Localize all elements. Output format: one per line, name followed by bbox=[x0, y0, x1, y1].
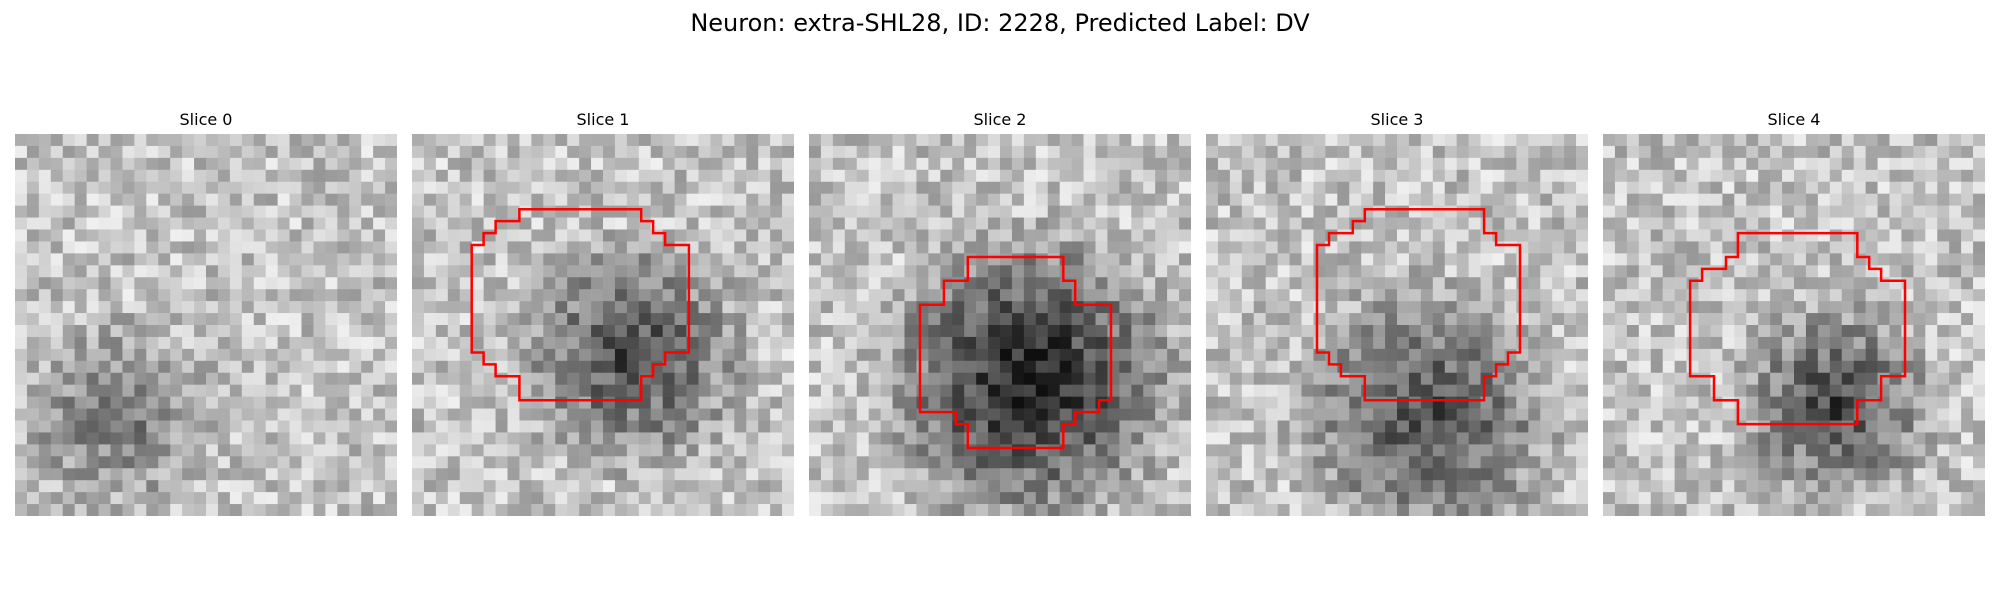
slice-image-4 bbox=[1603, 134, 1985, 516]
slice-image-0 bbox=[15, 134, 397, 516]
slice-title-4: Slice 4 bbox=[1767, 110, 1821, 129]
pixel-grid bbox=[809, 134, 1191, 516]
neuron-contour bbox=[1315, 207, 1522, 402]
neuron-contour bbox=[918, 255, 1113, 450]
slice-title-1: Slice 1 bbox=[576, 110, 630, 129]
slice-image-1 bbox=[412, 134, 794, 516]
slice-image-2 bbox=[809, 134, 1191, 516]
slice-image-3 bbox=[1206, 134, 1588, 516]
pixel-grid bbox=[1206, 134, 1588, 516]
slice-title-2: Slice 2 bbox=[973, 110, 1027, 129]
slice-panel-0: Slice 0 bbox=[15, 110, 397, 516]
pixel-grid bbox=[412, 134, 794, 516]
neuron-contour bbox=[1688, 231, 1907, 426]
slice-panel-1: Slice 1 bbox=[412, 110, 794, 516]
slice-title-3: Slice 3 bbox=[1370, 110, 1424, 129]
figure-title: Neuron: extra-SHL28, ID: 2228, Predicted… bbox=[690, 9, 1310, 37]
pixel-grid bbox=[15, 134, 397, 516]
pixel-grid bbox=[1603, 134, 1985, 516]
slice-panel-2: Slice 2 bbox=[809, 110, 1191, 516]
slice-panel-4: Slice 4 bbox=[1603, 110, 1985, 516]
neuron-contour bbox=[470, 207, 691, 402]
slice-panel-3: Slice 3 bbox=[1206, 110, 1588, 516]
slice-title-0: Slice 0 bbox=[179, 110, 233, 129]
